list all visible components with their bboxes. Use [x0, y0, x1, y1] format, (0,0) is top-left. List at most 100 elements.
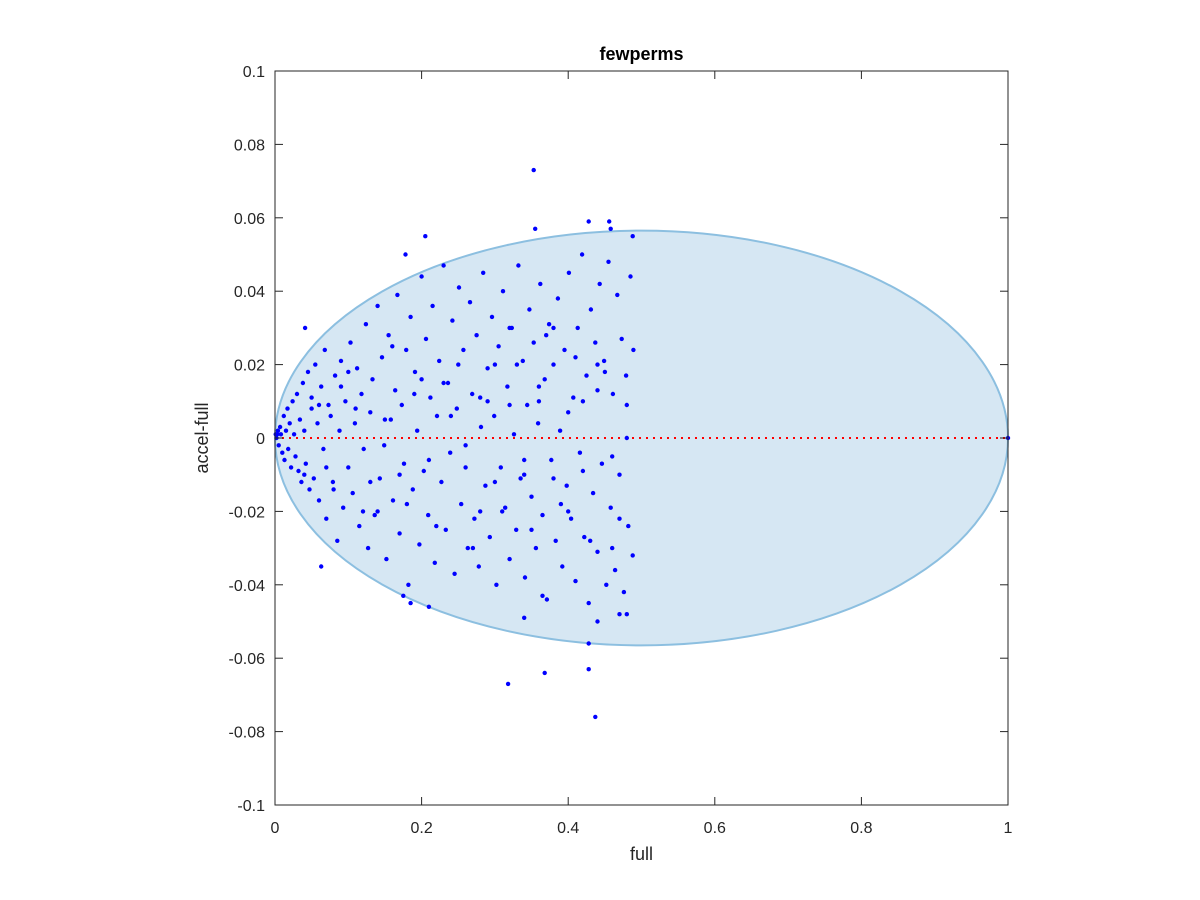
- data-point: [590, 490, 596, 496]
- data-point: [529, 527, 534, 532]
- data-point: [408, 314, 413, 320]
- data-point: [626, 523, 631, 529]
- x-axis-label: full: [630, 844, 653, 864]
- data-point: [410, 487, 415, 492]
- y-axis-label: accel-full: [192, 402, 212, 473]
- data-point: [423, 234, 428, 239]
- data-point: [417, 542, 422, 547]
- data-point: [465, 545, 470, 551]
- data-point: [593, 714, 598, 720]
- data-point: [588, 538, 593, 543]
- data-point: [584, 373, 589, 378]
- y-tick-label: 0.1: [243, 64, 265, 81]
- data-point: [346, 369, 351, 375]
- data-point: [338, 384, 344, 389]
- data-point: [485, 366, 490, 371]
- data-point: [368, 479, 373, 485]
- data-point: [282, 457, 287, 463]
- x-tick-label: 0.8: [850, 820, 872, 837]
- data-point: [426, 604, 432, 609]
- data-point: [459, 501, 464, 507]
- x-tick-label: 0.4: [557, 820, 579, 837]
- data-point: [476, 564, 481, 569]
- data-point: [522, 472, 527, 477]
- data-point: [579, 252, 585, 257]
- data-point: [302, 428, 307, 433]
- data-point: [610, 454, 615, 459]
- data-point: [384, 556, 389, 562]
- data-point: [472, 516, 477, 521]
- data-point: [321, 446, 326, 452]
- data-point: [426, 512, 431, 518]
- data-point: [595, 549, 600, 554]
- data-point: [419, 274, 424, 279]
- data-point: [275, 428, 281, 433]
- data-point: [372, 512, 377, 518]
- chart-title: fewperms: [599, 44, 683, 64]
- data-point: [335, 538, 340, 543]
- data-point: [412, 369, 418, 375]
- data-point: [354, 366, 360, 371]
- data-point: [546, 322, 552, 327]
- data-point: [375, 303, 380, 309]
- y-tick-label: 0.04: [234, 284, 265, 301]
- data-point: [470, 545, 476, 551]
- data-point: [450, 318, 455, 323]
- x-tick-label: 0.6: [704, 820, 726, 837]
- data-point: [452, 571, 457, 576]
- data-point: [593, 340, 598, 345]
- data-point: [540, 512, 545, 518]
- data-point: [624, 402, 629, 408]
- data-point: [309, 406, 314, 411]
- data-point: [610, 391, 616, 397]
- data-point: [434, 523, 439, 529]
- data-point: [397, 531, 402, 536]
- data-point: [388, 417, 393, 422]
- data-point: [610, 545, 615, 551]
- data-point: [483, 483, 488, 488]
- data-point: [496, 344, 501, 349]
- data-point: [487, 534, 492, 540]
- data-point: [580, 399, 586, 404]
- data-point: [463, 443, 468, 448]
- data-point: [551, 476, 556, 481]
- data-point: [505, 384, 510, 389]
- data-point: [492, 413, 497, 419]
- data-point: [467, 300, 473, 305]
- y-tick-label: -0.08: [229, 725, 266, 742]
- data-point: [419, 377, 424, 382]
- data-point: [302, 325, 308, 331]
- data-point: [557, 428, 563, 433]
- data-point: [277, 424, 283, 430]
- data-point: [566, 509, 571, 514]
- data-point: [500, 509, 505, 514]
- y-tick-label: 0: [256, 431, 265, 448]
- data-point: [390, 498, 396, 503]
- data-point: [426, 457, 432, 463]
- data-point: [533, 545, 539, 551]
- data-point: [602, 369, 608, 375]
- data-point: [619, 336, 624, 342]
- data-point: [478, 509, 483, 514]
- y-tick-label: -0.06: [229, 651, 266, 668]
- data-point: [500, 289, 506, 294]
- data-point: [595, 362, 600, 367]
- data-point: [531, 167, 536, 173]
- data-point: [607, 219, 612, 224]
- data-point: [507, 556, 512, 562]
- data-point: [377, 476, 382, 481]
- data-point: [544, 333, 549, 338]
- data-point: [463, 465, 468, 470]
- data-point: [328, 413, 333, 419]
- data-point: [522, 575, 528, 580]
- data-point: [631, 347, 636, 353]
- data-point: [406, 582, 411, 587]
- data-point: [305, 369, 311, 375]
- data-point: [553, 538, 558, 543]
- data-point: [448, 413, 454, 419]
- data-point: [518, 476, 523, 481]
- data-point: [606, 259, 611, 264]
- data-point: [586, 219, 591, 224]
- data-point: [595, 388, 600, 393]
- data-point: [357, 523, 362, 529]
